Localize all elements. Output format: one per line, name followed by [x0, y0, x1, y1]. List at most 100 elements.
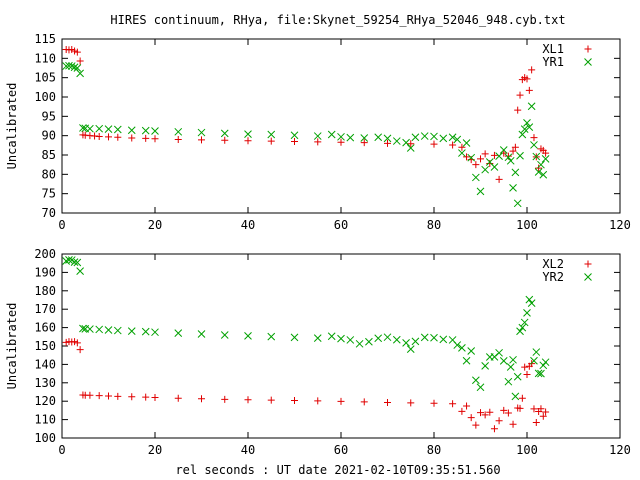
data-point [314, 397, 322, 405]
data-point [477, 409, 484, 417]
data-point [95, 392, 103, 400]
data-point [86, 325, 94, 333]
data-point [267, 332, 276, 341]
data-point [458, 407, 466, 415]
y-tick-label: 85 [42, 148, 56, 162]
data-point [516, 404, 524, 412]
data-point [523, 119, 531, 127]
y-tick-label: 170 [34, 302, 56, 316]
y-axis-label: Uncalibrated [5, 83, 19, 170]
series-yr1 [62, 61, 550, 208]
data-point [220, 129, 229, 138]
data-point [527, 102, 536, 111]
data-point [513, 372, 522, 381]
data-point [476, 383, 485, 392]
data-point [392, 137, 401, 145]
data-point [458, 143, 466, 151]
data-point [104, 326, 113, 334]
data-point [534, 369, 543, 378]
legend-label: XL2 [542, 257, 564, 271]
legend-label: YR2 [542, 270, 564, 284]
data-point [537, 160, 545, 169]
data-point [481, 362, 490, 370]
data-point [504, 153, 513, 162]
data-point [518, 130, 527, 139]
data-point [105, 133, 112, 141]
data-point [537, 405, 545, 413]
plot-panel-bottom: 0 20 40 60 80 100 120 100 110 120 130 140 150 160 170 1… [5, 247, 631, 457]
y-tick-label: 80 [42, 167, 56, 181]
data-point [495, 348, 503, 357]
data-point [73, 64, 82, 72]
data-point [523, 75, 531, 83]
data-point [495, 152, 503, 161]
data-point [95, 325, 104, 334]
data-point [198, 136, 205, 144]
data-point [70, 63, 79, 72]
data-point [523, 371, 531, 379]
data-point [490, 163, 499, 171]
data-point [535, 164, 543, 172]
data-point [511, 168, 520, 177]
data-point [467, 153, 476, 162]
data-point [65, 256, 73, 264]
data-point [114, 392, 122, 400]
data-point [244, 130, 252, 138]
y-tick-label: 75 [42, 187, 56, 201]
data-point [267, 137, 275, 145]
data-point [500, 406, 508, 414]
data-point [539, 170, 548, 179]
data-point [73, 48, 81, 56]
data-point [532, 419, 540, 427]
data-point [472, 161, 480, 169]
plot-frame [61, 38, 621, 214]
y-tick-label: 95 [42, 109, 56, 123]
data-point [462, 139, 471, 147]
data-point [337, 397, 345, 405]
data-point [151, 394, 159, 402]
data-point [95, 124, 104, 133]
data-point [525, 86, 533, 94]
y-tick-label: 140 [34, 357, 56, 371]
data-point [360, 139, 368, 147]
data-point [499, 146, 508, 154]
data-point [360, 134, 369, 142]
data-point [511, 392, 520, 401]
legend-marker [584, 260, 592, 268]
y-tick-label: 180 [34, 284, 56, 298]
data-point [114, 133, 122, 141]
data-point [244, 396, 252, 404]
data-point [439, 134, 448, 143]
data-point [458, 343, 466, 352]
data-point [430, 399, 438, 407]
data-point [506, 156, 515, 165]
y-tick-label: 190 [34, 265, 56, 279]
data-point [516, 327, 524, 336]
data-point [128, 134, 136, 142]
data-point [453, 341, 462, 349]
data-point [327, 130, 336, 139]
data-point [244, 332, 252, 340]
data-point [384, 398, 391, 406]
data-point [76, 346, 84, 354]
data-point [402, 339, 410, 347]
data-point [490, 151, 498, 159]
data-point [463, 402, 471, 410]
data-point [346, 133, 355, 142]
data-point [128, 393, 136, 401]
data-point [174, 136, 182, 144]
data-point [174, 127, 183, 136]
data-point [462, 356, 471, 365]
y-tick-label: 120 [34, 394, 56, 408]
x-tick-label: 120 [609, 218, 631, 232]
x-tick-label: 80 [427, 218, 441, 232]
data-point [221, 395, 229, 403]
data-point [495, 175, 503, 183]
data-point [471, 376, 480, 385]
data-point [291, 396, 298, 404]
data-point [76, 267, 84, 275]
data-point [360, 398, 368, 406]
data-point [151, 328, 159, 337]
data-point [463, 153, 471, 161]
data-point [73, 258, 82, 267]
